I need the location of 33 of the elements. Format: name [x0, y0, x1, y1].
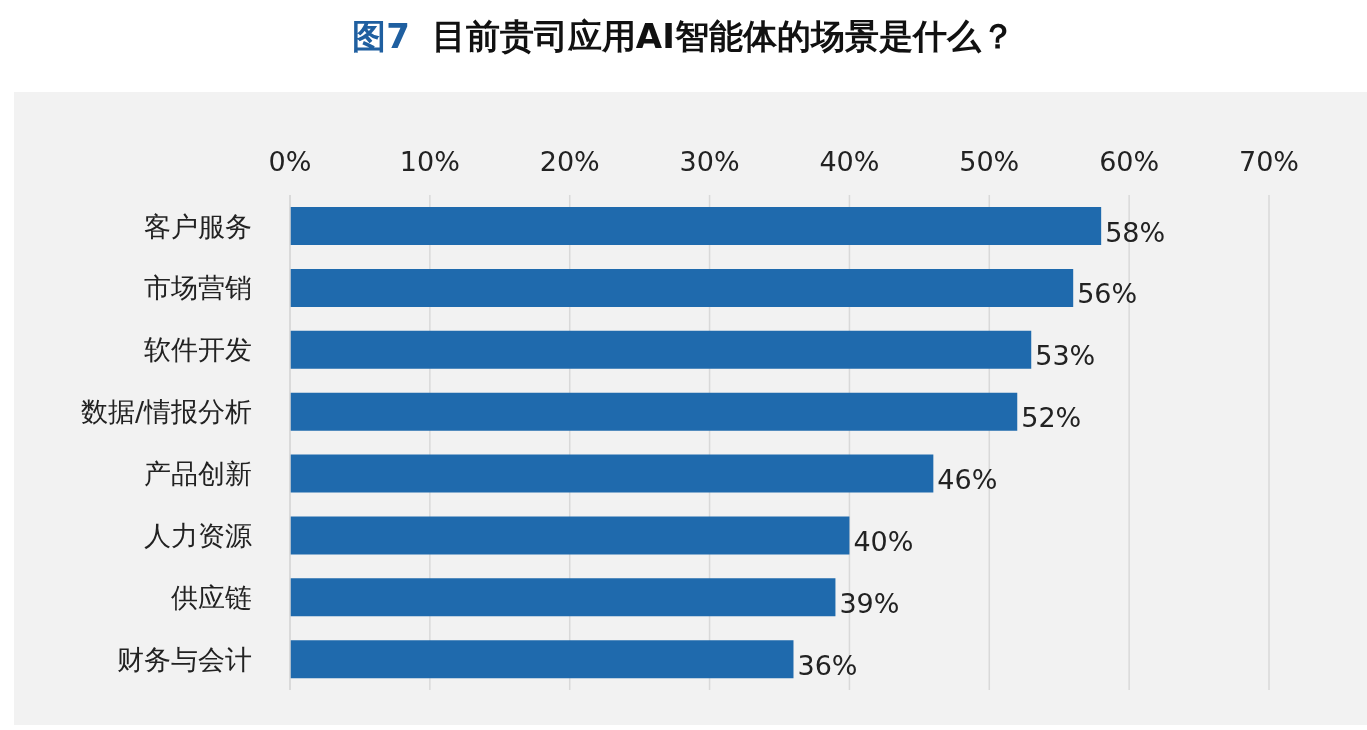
y-tick-label: 财务与会计 [117, 643, 252, 675]
y-tick-label: 客户服务 [144, 210, 252, 242]
bar [290, 207, 1102, 245]
y-tick-label: 供应链 [171, 581, 252, 613]
data-label: 56% [1077, 278, 1138, 310]
y-tick-label: 市场营销 [144, 272, 252, 304]
bar [290, 392, 1018, 431]
x-tick-label: 20% [539, 146, 600, 177]
data-label: 40% [853, 525, 914, 557]
x-tick-label: 70% [1238, 146, 1300, 177]
y-tick-label: 数据/情报分析 [80, 396, 252, 428]
chart-title: 图7 目前贵司应用AI智能体的场景是什么？ [352, 16, 1015, 56]
x-tick-label: 60% [1099, 146, 1160, 177]
data-label: 58% [1105, 216, 1166, 248]
x-tick-label: 50% [959, 146, 1020, 177]
bar [290, 268, 1074, 307]
bar [290, 640, 794, 679]
bar [290, 454, 934, 493]
y-tick-label: 人力资源 [144, 519, 252, 551]
bar [290, 578, 836, 617]
data-label: 36% [797, 649, 858, 681]
y-tick-label: 软件开发 [144, 334, 252, 366]
x-tick-label: 10% [399, 146, 460, 177]
data-label: 39% [839, 587, 900, 619]
data-label: 52% [1021, 402, 1082, 434]
y-tick-label: 产品创新 [144, 458, 252, 490]
x-tick-label: 30% [679, 146, 740, 177]
data-label: 46% [937, 464, 998, 496]
x-tick-label: 0% [268, 146, 312, 177]
x-tick-label: 40% [819, 146, 880, 177]
data-label: 53% [1035, 340, 1096, 372]
bar [290, 330, 1032, 369]
bar [290, 516, 850, 555]
